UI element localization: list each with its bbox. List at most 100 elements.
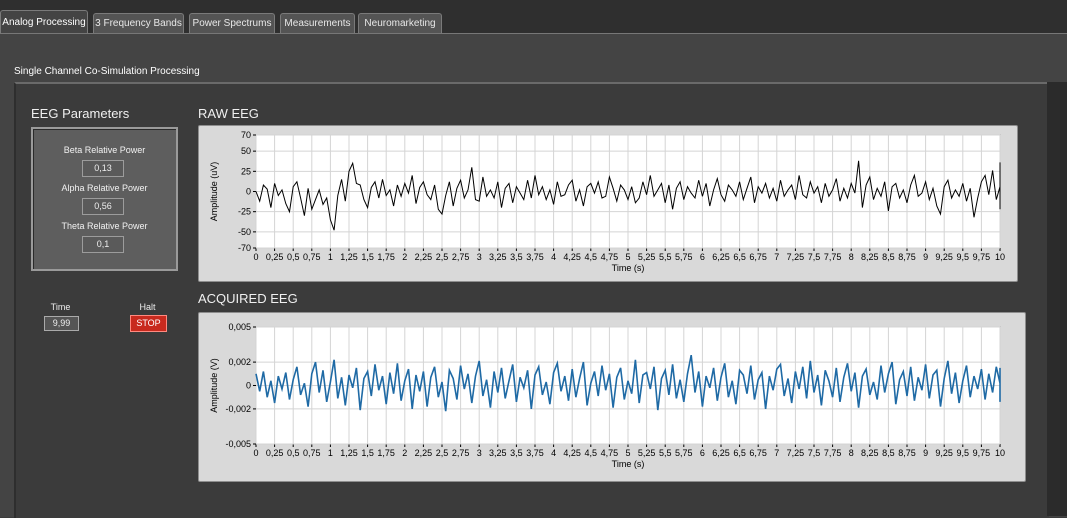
x-tick-label: 4,5	[585, 448, 598, 458]
y-tick-label: -25	[238, 207, 251, 217]
x-tick-label: 9,5	[957, 252, 970, 262]
x-tick-label: 5	[625, 448, 630, 458]
alpha-label: Alpha Relative Power	[61, 183, 148, 193]
x-tick-label: 0,5	[287, 252, 300, 262]
x-tick-label: 2	[402, 448, 407, 458]
x-tick-label: 4,25	[563, 252, 581, 262]
x-tick-label: 3	[477, 448, 482, 458]
x-tick-label: 4,75	[601, 252, 619, 262]
x-tick-label: 3,5	[510, 252, 523, 262]
x-tick-label: 0,25	[266, 448, 284, 458]
x-tick-label: 1,25	[340, 448, 358, 458]
x-tick-label: 7,75	[824, 252, 842, 262]
x-tick-label: 3,5	[510, 448, 523, 458]
acquired-eeg-plot: 0 0,25 0,5 0,75 1 1,25 1,5 1,75 2 2,25 2,5 2,75 3 3,2…	[209, 322, 1005, 469]
theta-value: 0,1	[82, 236, 124, 253]
x-tick-label: 9,75	[973, 448, 991, 458]
x-tick-label: 0,75	[303, 252, 321, 262]
x-tick-label: 10	[995, 252, 1005, 262]
x-tick-label: 6,25	[712, 448, 730, 458]
theta-label: Theta Relative Power	[61, 221, 148, 231]
x-tick-label: 3,25	[489, 252, 507, 262]
x-tick-label: 0	[253, 252, 258, 262]
x-tick-label: 8,75	[898, 252, 916, 262]
x-tick-label: 1,5	[361, 252, 374, 262]
y-tick-label: -50	[238, 227, 251, 237]
x-tick-label: 1,25	[340, 252, 358, 262]
x-tick-label: 9,75	[973, 252, 991, 262]
x-tick-label: 4	[551, 448, 556, 458]
x-tick-label: 8,25	[861, 448, 879, 458]
x-axis-label: Time (s)	[612, 263, 645, 273]
x-tick-label: 2,25	[415, 448, 433, 458]
y-tick-label: -70	[238, 243, 251, 253]
y-tick-label: 25	[241, 166, 251, 176]
x-tick-label: 6,5	[733, 448, 746, 458]
x-tick-label: 5,5	[659, 252, 672, 262]
x-tick-label: 0,25	[266, 252, 284, 262]
tab-bar: Analog Processing 3 Frequency Bands Powe…	[0, 0, 1067, 35]
tab-analog-processing[interactable]: Analog Processing	[0, 10, 88, 35]
x-tick-label: 1,75	[377, 448, 395, 458]
x-tick-label: 10	[995, 448, 1005, 458]
x-tick-label: 5,75	[675, 448, 693, 458]
time-label: Time	[50, 302, 71, 312]
y-tick-label: -0,002	[225, 404, 251, 414]
halt-label: Halt	[139, 302, 156, 312]
eeg-parameters-title: EEG Parameters	[31, 106, 130, 121]
y-tick-label: -0,005	[225, 439, 251, 449]
x-tick-label: 5,5	[659, 448, 672, 458]
x-tick-label: 1	[328, 448, 333, 458]
x-tick-label: 9,25	[935, 448, 953, 458]
eeg-parameters-box: Beta Relative Power 0,13 Alpha Relative …	[31, 127, 178, 271]
raw-eeg-plot: 0 0,25 0,5 0,75 1 1,25 1,5 1,75 2 2,25 2,5 2,75 3 3,2…	[209, 130, 1005, 273]
x-tick-label: 7,25	[787, 448, 805, 458]
x-tick-label: 5,75	[675, 252, 693, 262]
x-tick-label: 6,75	[749, 252, 767, 262]
x-tick-label: 1	[328, 252, 333, 262]
x-tick-label: 0,75	[303, 448, 321, 458]
tab-3-frequency-bands[interactable]: 3 Frequency Bands	[93, 13, 184, 33]
beta-value: 0,13	[82, 160, 124, 177]
x-tick-label: 4,75	[601, 448, 619, 458]
tab-neuromarketing[interactable]: Neuromarketing	[358, 13, 442, 33]
x-tick-label: 2,75	[452, 252, 470, 262]
x-tick-label: 7,5	[808, 252, 821, 262]
x-tick-label: 2,5	[436, 448, 449, 458]
beta-label: Beta Relative Power	[63, 145, 146, 155]
y-tick-label: 70	[241, 130, 251, 140]
series-line	[255, 354, 1001, 412]
x-tick-label: 4,25	[563, 448, 581, 458]
x-tick-label: 0,5	[287, 448, 300, 458]
tab-measurements[interactable]: Measurements	[280, 13, 355, 33]
acquired-eeg-graph[interactable]: 0 0,25 0,5 0,75 1 1,25 1,5 1,75 2 2,25 2,5 2,75 3 3,2…	[198, 312, 1026, 482]
time-indicator: 9,99	[44, 316, 79, 331]
x-tick-label: 8	[849, 252, 854, 262]
x-tick-label: 2	[402, 252, 407, 262]
x-tick-label: 7,5	[808, 448, 821, 458]
x-tick-label: 8,75	[898, 448, 916, 458]
x-tick-label: 4,5	[585, 252, 598, 262]
x-tick-label: 0	[253, 448, 258, 458]
stop-button[interactable]: STOP	[130, 315, 167, 332]
x-tick-label: 8,25	[861, 252, 879, 262]
y-tick-label: 0,002	[228, 357, 251, 367]
x-tick-label: 6,5	[733, 252, 746, 262]
raw-eeg-graph[interactable]: 0 0,25 0,5 0,75 1 1,25 1,5 1,75 2 2,25 2,5 2,75 3 3,2…	[198, 125, 1018, 282]
x-tick-label: 1,5	[361, 448, 374, 458]
x-tick-label: 2,75	[452, 448, 470, 458]
x-tick-label: 6,25	[712, 252, 730, 262]
acquired-eeg-title: ACQUIRED EEG	[198, 291, 298, 306]
x-tick-label: 6	[700, 252, 705, 262]
y-tick-label: 0	[246, 381, 251, 391]
section-title: Single Channel Co-Simulation Processing	[14, 66, 200, 77]
x-tick-label: 3,75	[526, 448, 544, 458]
x-tick-label: 5,25	[638, 448, 656, 458]
tab-power-spectrums[interactable]: Power Spectrums	[189, 13, 275, 33]
x-tick-label: 9	[923, 448, 928, 458]
raw-eeg-title: RAW EEG	[198, 106, 259, 121]
x-tick-label: 9	[923, 252, 928, 262]
y-axis-label: Amplitude (V)	[209, 358, 219, 413]
x-axis-label: Time (s)	[612, 459, 645, 469]
y-tick-label: 50	[241, 146, 251, 156]
